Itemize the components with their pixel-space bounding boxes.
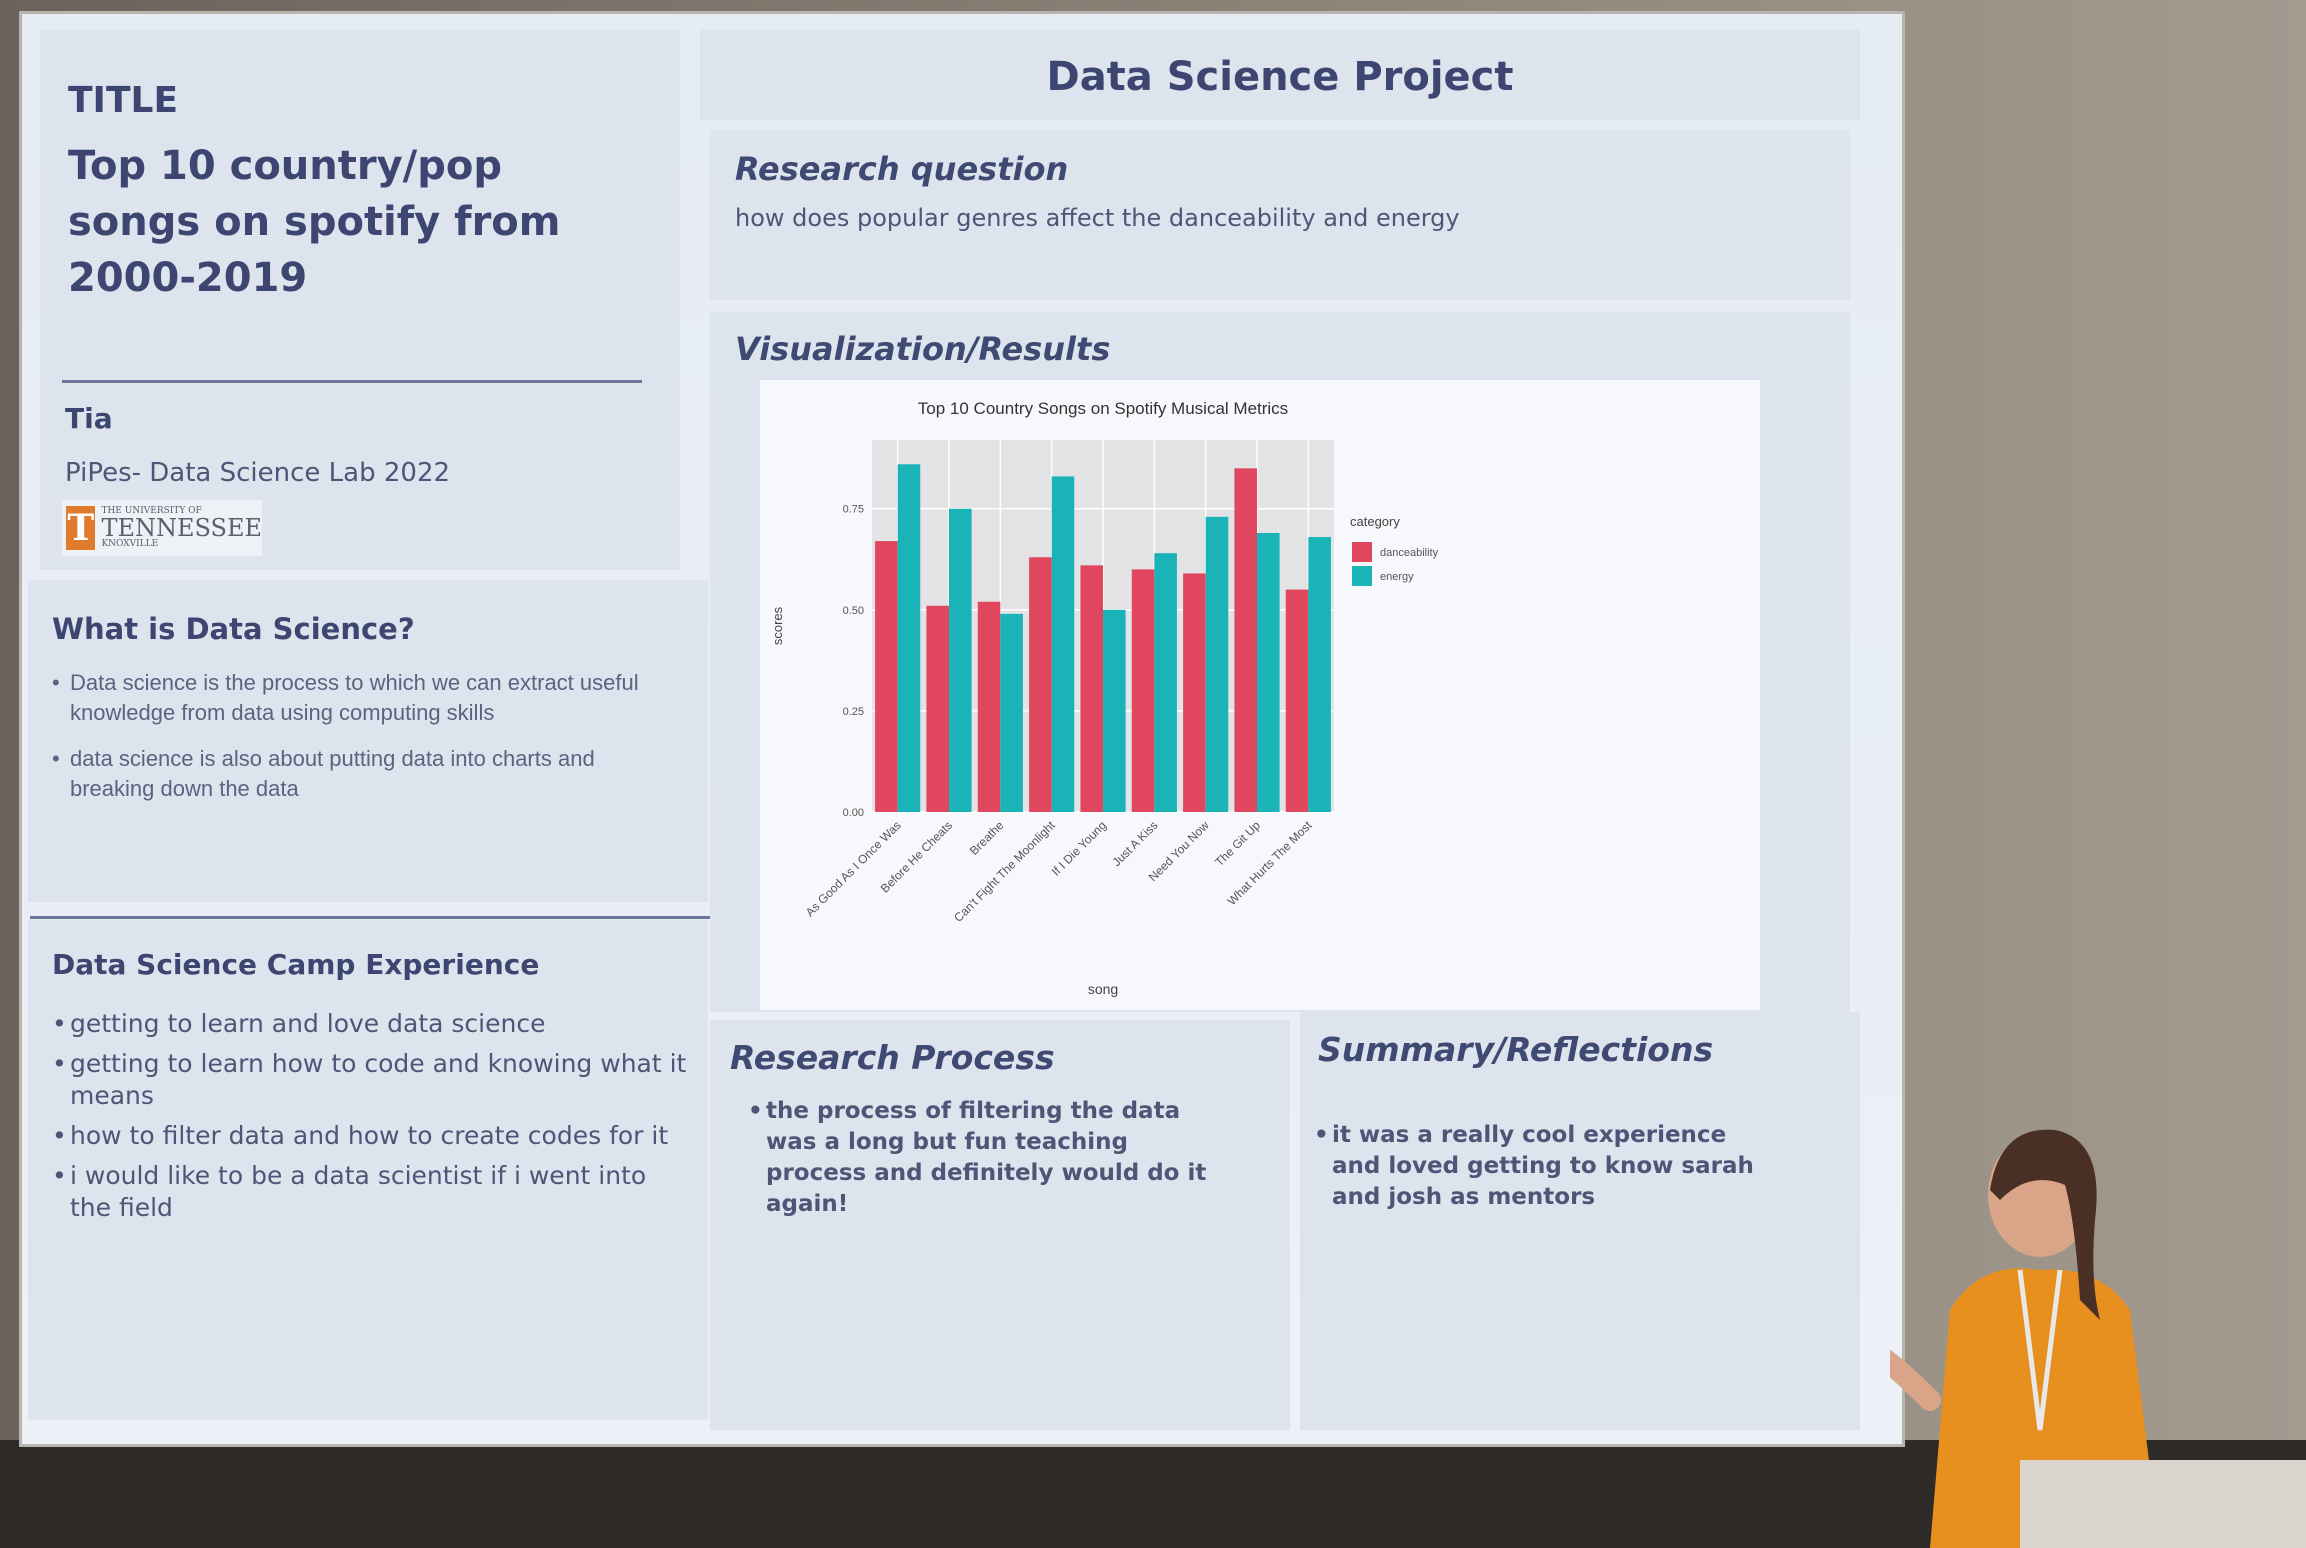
y-tick-label: 0.50 — [843, 605, 864, 617]
bar-energy — [1257, 533, 1280, 812]
bar-energy — [1205, 516, 1229, 812]
bar-energy — [1051, 476, 1075, 812]
research-question-text: how does popular genres affect the dance… — [735, 204, 1460, 232]
summary-heading: Summary/Reflections — [1318, 1030, 1714, 1069]
legend-title: category — [1350, 514, 1400, 529]
bar-energy — [1103, 609, 1126, 812]
legend-label-energy: energy — [1380, 571, 1414, 583]
chart-title: Top 10 Country Songs on Spotify Musical … — [918, 399, 1288, 418]
list-item: i would like to be a data scientist if i… — [52, 1160, 692, 1224]
camp-list: getting to learn and love data science g… — [52, 1008, 692, 1232]
ut-logo-sub-text: KNOXVILLE — [101, 539, 159, 549]
bar-danceability — [1131, 569, 1155, 812]
bar-energy — [949, 508, 972, 812]
bar-energy — [1154, 553, 1177, 812]
bar-energy — [1308, 537, 1331, 812]
research-process-heading: Research Process — [730, 1038, 1055, 1077]
poster-title: Top 10 country/pop songs on spotify from… — [68, 143, 561, 301]
title-label: TITLE — [68, 80, 179, 121]
y-tick-label: 0.00 — [843, 807, 864, 819]
legend: category danceability energy — [1350, 514, 1439, 586]
camp-heading: Data Science Camp Experience — [52, 948, 540, 981]
ut-logo-small-text: THE UNIVERSITY OF — [101, 506, 202, 516]
list-item: getting to learn how to code and knowing… — [52, 1048, 692, 1112]
what-is-heading: What is Data Science? — [52, 612, 415, 646]
bar-danceability — [1029, 557, 1052, 812]
bar-danceability — [977, 601, 1001, 812]
author-name: Tia — [65, 402, 113, 435]
summary-panel — [1300, 1012, 1860, 1430]
bar-danceability — [1080, 565, 1103, 812]
y-tick-label: 0.75 — [843, 504, 864, 516]
bar-energy — [897, 464, 921, 812]
x-axis-label: song — [1088, 981, 1118, 997]
university-logo: T THE UNIVERSITY OF TENNESSEE KNOXVILLE — [62, 500, 262, 556]
bar-danceability — [1183, 573, 1206, 812]
project-title: Data Science Project — [1046, 54, 1514, 100]
legend-swatch-energy — [1352, 566, 1372, 586]
list-item: data science is also about putting data … — [52, 744, 672, 804]
research-question-heading: Research question — [735, 150, 1069, 188]
bar-danceability — [926, 605, 949, 812]
bar-energy — [1000, 613, 1023, 812]
research-question-panel — [710, 130, 1850, 300]
lab-name: PiPes- Data Science Lab 2022 — [65, 458, 451, 488]
legend-label-danceability: danceability — [1380, 547, 1439, 559]
list-item: Data science is the process to which we … — [52, 668, 672, 728]
y-axis-label: scores — [770, 606, 785, 645]
presenter-hair — [1990, 1129, 2100, 1320]
legend-swatch-danceability — [1352, 542, 1372, 562]
list-item: it was a really cool experience and love… — [1314, 1120, 1774, 1213]
ut-logo-letter: T — [66, 506, 96, 550]
bar-danceability — [875, 541, 898, 812]
title-panel — [40, 30, 680, 570]
presenter-lanyard — [2017, 1269, 2063, 1431]
bar-danceability — [1285, 589, 1309, 812]
screen-bottom-edge — [0, 1440, 2306, 1548]
list-item: getting to learn and love data science — [52, 1008, 692, 1040]
title-divider — [62, 380, 642, 383]
research-process-panel — [710, 1020, 1290, 1430]
y-tick-label: 0.25 — [843, 706, 864, 718]
visualization-heading: Visualization/Results — [735, 330, 1111, 368]
list-item: the process of filtering the data was a … — [748, 1096, 1218, 1220]
presenter-arm — [1890, 1349, 1941, 1411]
ut-logo-wordmark: THE UNIVERSITY OF TENNESSEE KNOXVILLE — [101, 507, 262, 549]
list-item: how to filter data and how to create cod… — [52, 1120, 692, 1152]
bars — [875, 464, 1331, 812]
research-process-list: the process of filtering the data was a … — [748, 1096, 1218, 1220]
camp-divider — [30, 916, 710, 919]
what-is-data-science-panel — [28, 580, 708, 902]
podium — [2020, 1460, 2306, 1548]
bar-danceability — [1234, 468, 1257, 812]
what-is-list: Data science is the process to which we … — [52, 668, 672, 820]
ut-logo-big-text: TENNESSEE — [101, 514, 262, 542]
header-panel — [700, 30, 1860, 120]
summary-list: it was a really cool experience and love… — [1314, 1120, 1774, 1213]
